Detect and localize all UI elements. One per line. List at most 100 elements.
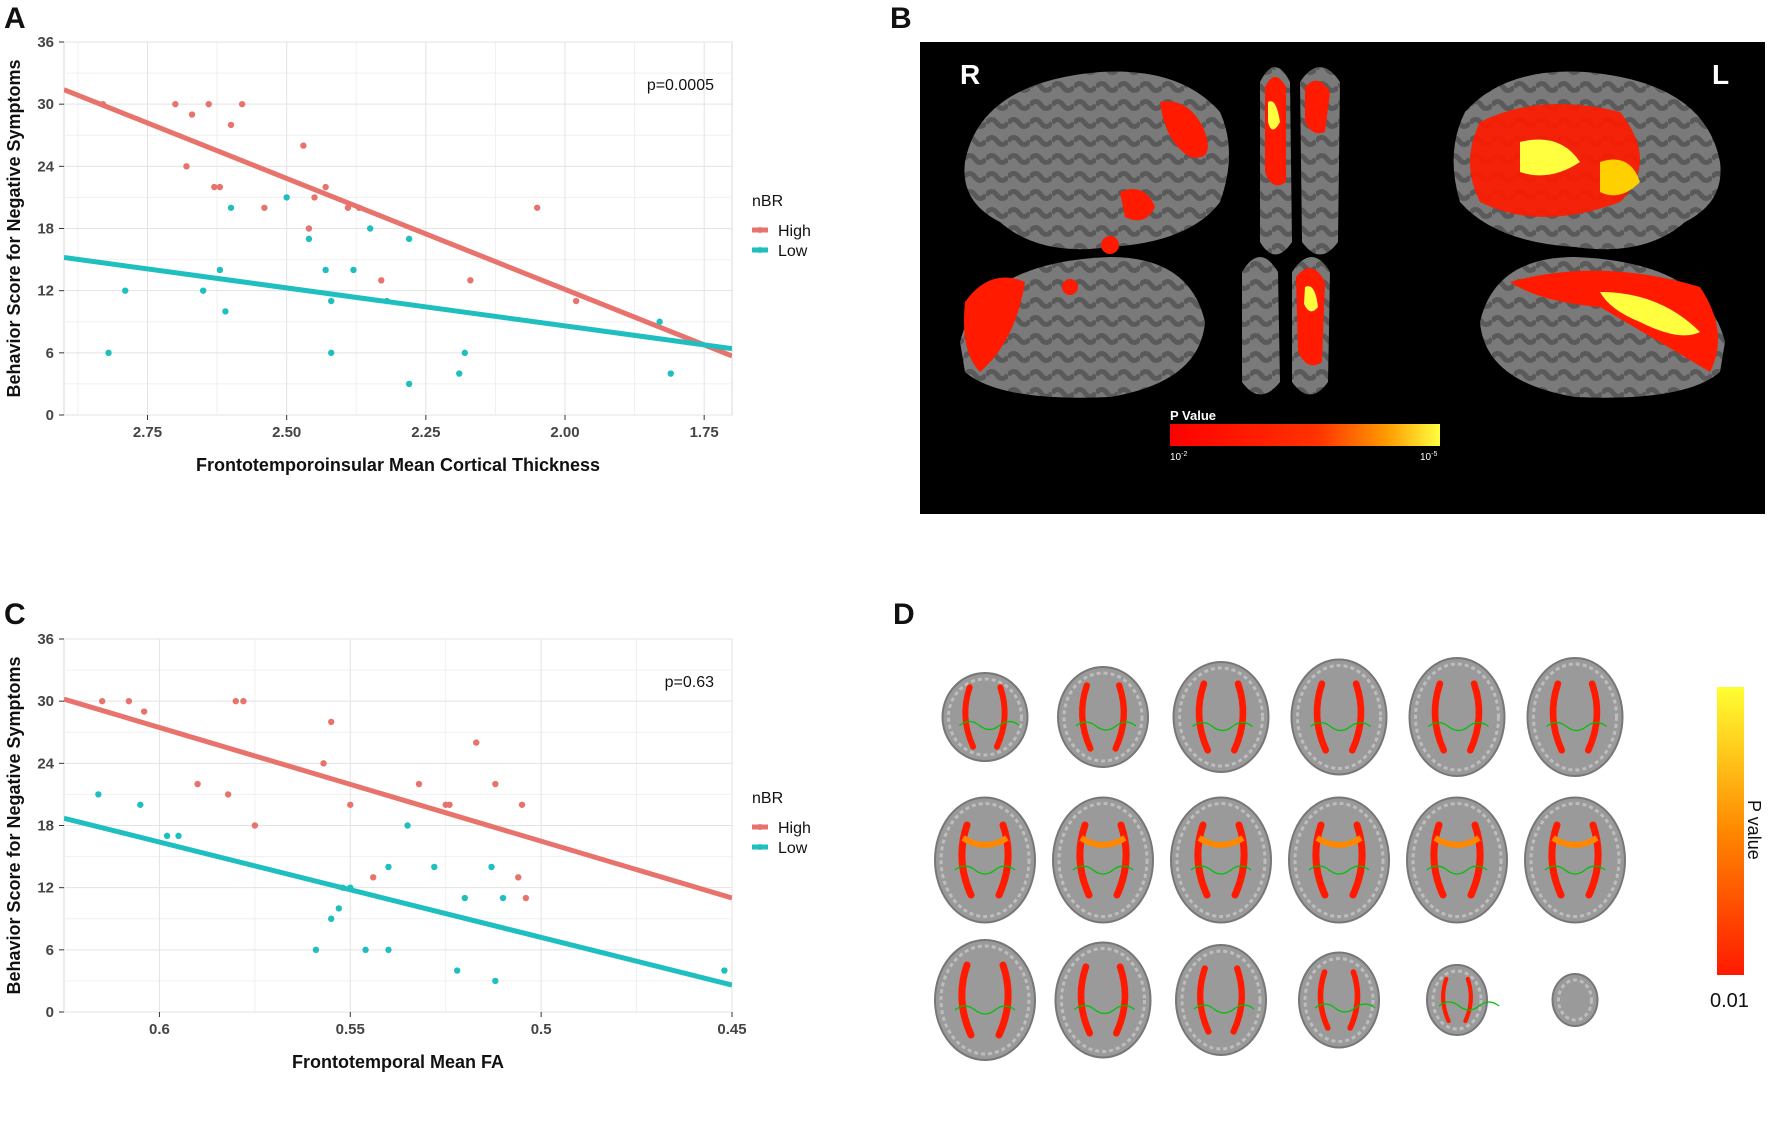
cortex-folds: [939, 802, 1031, 918]
data-point-low: [122, 287, 129, 294]
tract-left: [1194, 821, 1211, 899]
data-point-low: [362, 946, 369, 954]
x-tick-label: 0.45: [717, 1021, 746, 1038]
data-point-high: [211, 183, 218, 191]
axial-slice: [1052, 796, 1154, 924]
data-point-high: [467, 277, 474, 284]
data-point-low: [383, 297, 391, 305]
tract-skeleton: [1192, 721, 1253, 732]
tract-left: [1430, 821, 1447, 899]
data-point-high: [344, 204, 352, 211]
lateral-left-hemisphere: [1453, 71, 1721, 250]
tract-callosum: [961, 835, 1009, 848]
y-tick-label: 12: [37, 283, 54, 300]
tract-right: [1231, 821, 1248, 899]
tract-skeleton: [1310, 721, 1371, 732]
axial-slice: [1172, 661, 1270, 773]
tract-right: [1230, 680, 1247, 754]
data-point-low: [199, 287, 207, 294]
cortex-folds: [939, 944, 1031, 1056]
cortex-folds: [1411, 802, 1503, 918]
tract-skeleton: [1428, 721, 1489, 732]
data-point-high: [238, 100, 246, 108]
x-axis-title: Frontotemporoinsular Mean Cortical Thick…: [196, 455, 600, 475]
cortex-folds: [1414, 662, 1500, 772]
tract-skeleton: [1190, 865, 1252, 875]
data-point-high: [188, 111, 196, 118]
axial-slice: [934, 796, 1036, 924]
y-axis-title: Behavior Score for Negative Symptoms: [4, 59, 24, 397]
tract-skeleton: [1314, 1003, 1376, 1013]
data-point-low: [335, 905, 343, 912]
cortex-folds: [1180, 949, 1262, 1051]
cortex-folds: [1060, 947, 1146, 1053]
legend-swatch-point: [757, 844, 763, 850]
cortex-folds: [1293, 802, 1385, 918]
data-point-high: [515, 874, 522, 881]
colorbar-title: P value: [1744, 800, 1764, 860]
tract-right: [1112, 963, 1129, 1037]
axial-slice: [1526, 657, 1624, 777]
panel-letter-d: D: [893, 598, 915, 631]
tract-left: [1313, 680, 1330, 754]
p-value-annotation: p=0.63: [665, 674, 714, 691]
cortex-folds: [1557, 978, 1593, 1022]
data-point-low: [216, 266, 224, 274]
x-tick-label: 0.6: [149, 1021, 170, 1038]
axial-slice: [1524, 796, 1626, 924]
data-point-low: [721, 967, 728, 974]
tract-left: [958, 961, 975, 1039]
data-point-low: [347, 884, 354, 891]
axial-slice: [1170, 796, 1272, 924]
data-point-low: [328, 297, 335, 305]
y-tick-label: 6: [46, 942, 54, 959]
y-tick-label: 0: [46, 1004, 54, 1021]
tract-skeleton: [1426, 865, 1488, 875]
tract-left: [958, 821, 975, 899]
chart-a: 0 6 12 18 24 30 36 2.75 2.50 2.25 2.00 1.75 Frontote…: [4, 34, 811, 475]
data-point-low: [456, 370, 463, 377]
ventral-views: [1242, 257, 1330, 395]
lateral-right-hemisphere: [964, 71, 1229, 254]
axial-slice: [1426, 964, 1488, 1036]
data-point-low: [453, 967, 461, 974]
data-point-high: [415, 780, 423, 788]
cortex-folds: [1303, 957, 1375, 1043]
legend-label-high: High: [778, 820, 811, 837]
data-point-low: [492, 977, 499, 985]
data-point-high: [98, 697, 106, 705]
y-tick-label: 36: [37, 631, 54, 648]
tract-right: [1112, 682, 1127, 752]
y-tick-label: 6: [46, 345, 54, 362]
data-point-high: [320, 760, 327, 767]
x-tick-label: 2.50: [272, 424, 301, 441]
y-tick-label: 18: [37, 221, 54, 238]
tract-right: [1466, 680, 1483, 754]
panel-letter-c: C: [4, 598, 26, 631]
legend-title: nBR: [752, 790, 783, 807]
tract-left: [1548, 821, 1565, 899]
tract-left: [1076, 821, 1093, 899]
chart-c: 0 6 12 18 24 30 36 0.6 0.55 0.5 0.45 Frontotemporal…: [4, 631, 811, 1072]
data-point-low: [312, 946, 320, 954]
hemisphere-label-right: R: [960, 59, 980, 90]
x-tick-label: 1.75: [690, 424, 719, 441]
data-point-high: [251, 822, 259, 829]
cortex-folds: [1057, 802, 1149, 918]
data-point-low: [227, 204, 235, 211]
cortex-folds: [1175, 802, 1267, 918]
data-point-low: [461, 349, 468, 357]
colorbar: [1170, 424, 1440, 446]
data-point-low: [366, 225, 374, 232]
tract-callosum: [1433, 835, 1481, 848]
data-point-low: [405, 380, 413, 388]
data-point-low: [283, 194, 290, 201]
regression-line-low: [64, 255, 732, 352]
tract-right: [995, 961, 1012, 1039]
axial-slice: [1406, 796, 1508, 924]
colorbar-max-label: 10-5: [1420, 451, 1437, 463]
data-point-low: [405, 235, 413, 243]
y-tick-label: 12: [37, 880, 54, 897]
tract-left: [1079, 682, 1094, 752]
data-point-low: [667, 370, 674, 377]
